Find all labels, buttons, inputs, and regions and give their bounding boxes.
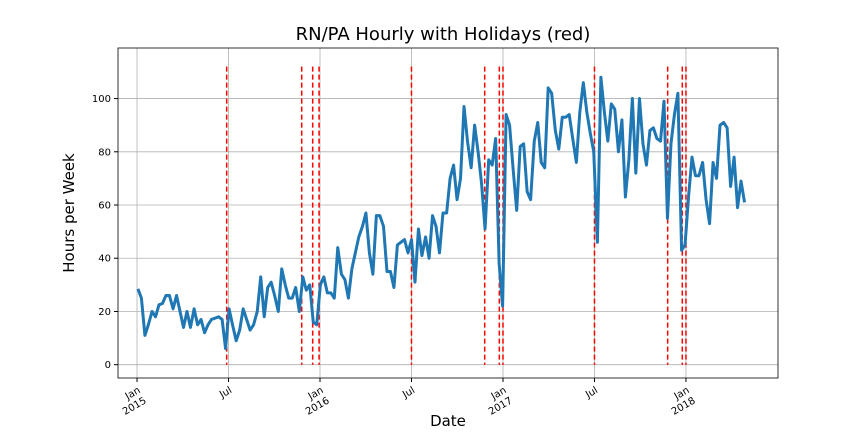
x-tick-label: Jul bbox=[583, 385, 600, 401]
y-axis-label: Hours per Week bbox=[60, 153, 78, 273]
y-tick-label: 60 bbox=[98, 201, 111, 212]
x-tick-label-line: Jul bbox=[583, 385, 600, 401]
x-tick-label: Jan2016 bbox=[298, 385, 332, 418]
data-line bbox=[136, 75, 747, 351]
x-axis-label: Date bbox=[430, 412, 466, 430]
chart-title: RN/PA Hourly with Holidays (red) bbox=[296, 24, 591, 45]
x-tick-label: Jul bbox=[217, 385, 234, 401]
x-tick-label: Jan2017 bbox=[481, 385, 515, 418]
y-tick-label: 20 bbox=[98, 307, 111, 318]
axes-frame bbox=[117, 47, 779, 379]
y-tick-label: 100 bbox=[92, 94, 111, 105]
x-tick-label-line: Jul bbox=[400, 385, 417, 401]
y-tick-label: 0 bbox=[105, 360, 111, 371]
x-tick-label: Jan2015 bbox=[115, 385, 149, 418]
x-tick-label-line: Jul bbox=[217, 385, 234, 401]
x-tick-label: Jan2018 bbox=[664, 385, 698, 418]
x-tick-label: Jul bbox=[400, 385, 417, 401]
y-tick-label: 40 bbox=[98, 254, 111, 265]
y-tick-label: 80 bbox=[98, 147, 111, 158]
